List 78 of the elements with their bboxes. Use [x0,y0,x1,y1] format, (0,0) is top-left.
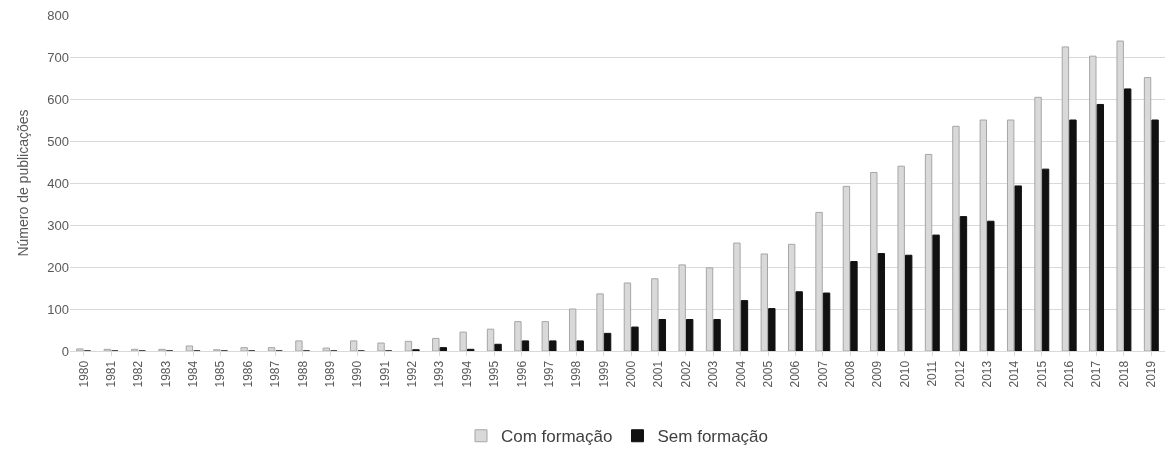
x-tick-label: 1980 [76,360,91,388]
bar [850,261,858,351]
bar [987,220,995,351]
bar [932,234,940,351]
x-tick-label: 2019 [1144,360,1159,388]
bar [959,216,968,351]
x-tick-label: 1983 [158,360,173,388]
legend-label: Sem formação [657,427,769,447]
x-tick-label: 1992 [405,360,420,388]
bar [494,343,502,351]
x-tick-label: 1990 [350,360,365,388]
bar [795,291,803,351]
bar [768,308,776,351]
x-tick-label: 1999 [596,360,611,388]
x-tick-label: 2016 [1062,360,1077,388]
x-tick-label: 2011 [925,360,940,387]
x-tick-label: 2002 [678,360,693,388]
x-tick-label: 1985 [213,360,228,388]
bar [576,340,584,351]
x-tick-label: 2000 [624,360,639,388]
x-tick-label: 1989 [322,360,337,388]
x-tick-label: 2010 [897,360,912,388]
x-tick-label: 2013 [979,360,994,388]
x-tick-label: 1987 [268,360,283,388]
x-tick-label: 1986 [240,360,255,388]
x-tick-label: 1993 [432,360,447,388]
bar [822,292,831,351]
bar [877,253,886,351]
x-tick-label: 1998 [569,360,584,388]
x-tick-label: 1997 [541,360,556,388]
bar [1096,103,1105,351]
y-tick-label: 100 [47,301,69,317]
bar [686,319,694,351]
bar [658,319,667,351]
bar [603,332,612,351]
legend-label: Com formação [501,427,613,447]
x-tick-label: 2006 [788,360,803,388]
x-tick-label: 2008 [843,360,858,388]
y-axis-title: Número de publicações [14,109,31,257]
y-tick-label: 0 [61,343,69,359]
x-tick-label: 2015 [1034,360,1049,388]
x-tick-label: 1984 [186,360,201,388]
x-tick-label: 1988 [295,360,310,388]
x-tick-label: 1994 [459,360,474,388]
bar [1041,168,1050,351]
x-tick-label: 2017 [1089,360,1104,388]
x-tick-label: 2004 [733,360,748,388]
bar [631,326,639,351]
bar [521,340,530,351]
y-tick-label: 400 [47,175,69,191]
x-tick-label: 1982 [131,360,146,388]
y-tick-label: 300 [47,217,69,233]
x-tick-label: 2003 [706,360,721,388]
x-tick-label: 2012 [952,360,967,388]
x-tick-label: 2018 [1116,360,1131,388]
x-tick-label: 1991 [377,360,392,388]
x-tick-label: 1996 [514,360,529,388]
bar [1124,88,1132,351]
x-tick-label: 2014 [1007,360,1022,388]
bar [1069,119,1077,351]
bar [713,319,721,351]
bar [439,347,448,351]
x-tick-label: 2001 [651,360,666,388]
bar [1151,119,1159,351]
bar [740,300,749,351]
y-tick-label: 200 [47,259,69,275]
bar [1014,185,1022,351]
x-tick-label: 2005 [760,360,775,388]
bar [549,340,557,351]
x-tick-label: 1981 [103,360,118,388]
y-tick-label: 500 [47,133,69,149]
x-tick-label: 2009 [870,360,885,388]
bar [905,254,913,351]
x-tick-label: 2007 [815,360,830,388]
y-tick-label: 800 [47,7,69,23]
y-tick-label: 600 [47,91,69,107]
y-tick-label: 700 [47,49,69,65]
x-tick-label: 1995 [487,360,502,388]
